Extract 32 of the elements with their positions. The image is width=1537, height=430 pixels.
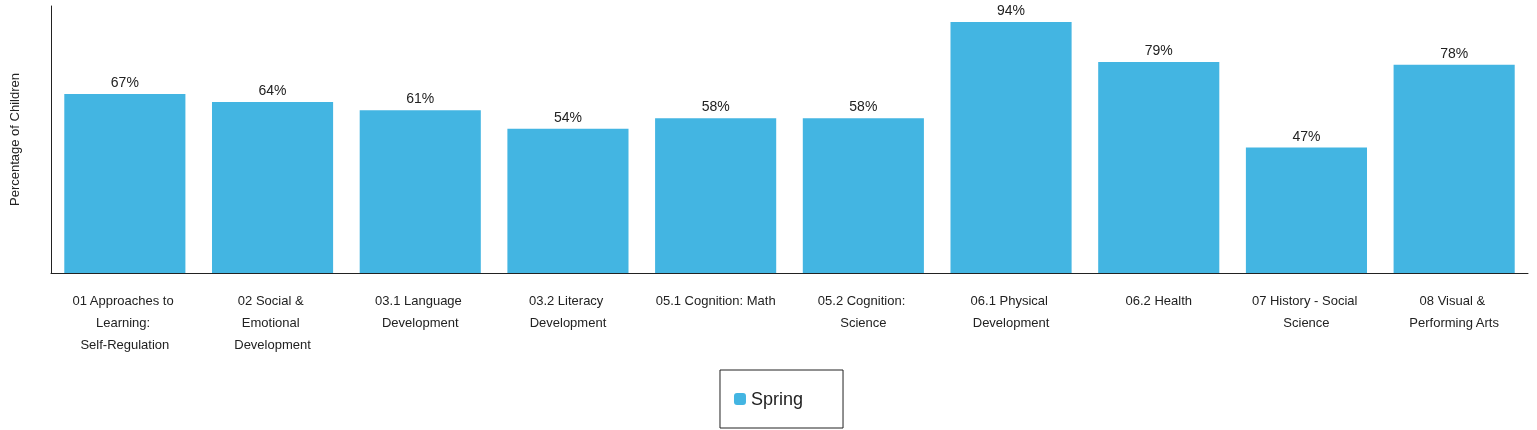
data-label: 94%: [997, 2, 1026, 19]
x-tick-label: 05.2 Cognition: Science: [817, 292, 909, 330]
x-tick-label: 06.1 Physical Development: [970, 292, 1052, 330]
bar: [802, 118, 924, 273]
x-tick-label: 06.2 Health: [1125, 292, 1192, 308]
bar: [655, 118, 777, 273]
bar: [1245, 147, 1368, 273]
bar: [359, 110, 481, 273]
bar: [211, 102, 334, 273]
data-label: 54%: [553, 108, 582, 125]
bar: [950, 22, 1072, 273]
data-label: 47%: [1292, 127, 1321, 144]
data-label: 79%: [1144, 42, 1173, 59]
x-tick-label: 03.2 Literacy Development: [528, 292, 607, 330]
bar: [507, 128, 629, 273]
bar: [64, 94, 186, 273]
x-tick-label: 03.1 Language Development: [375, 292, 466, 330]
data-label: 67%: [110, 74, 139, 91]
legend-label: Spring: [750, 389, 804, 409]
bar: [1393, 64, 1515, 273]
x-tick-label: 02 Social & Emotional Development: [234, 292, 312, 352]
data-label: 61%: [406, 90, 435, 107]
x-tick-label: 01 Approaches to Learning: Self-Regulation: [72, 292, 178, 352]
data-label: 64%: [258, 82, 287, 99]
x-tick-label: 05.1 Cognition: Math: [655, 292, 776, 308]
bar: [1098, 62, 1220, 273]
x-tick-label: 07 History - Social Science: [1251, 292, 1361, 330]
y-axis-title: Percentage of Children: [7, 73, 22, 206]
data-label: 58%: [849, 98, 878, 115]
data-label: 78%: [1440, 44, 1469, 61]
data-label: 58%: [701, 98, 730, 115]
x-tick-label: 08 Visual & Performing Arts: [1409, 292, 1500, 330]
